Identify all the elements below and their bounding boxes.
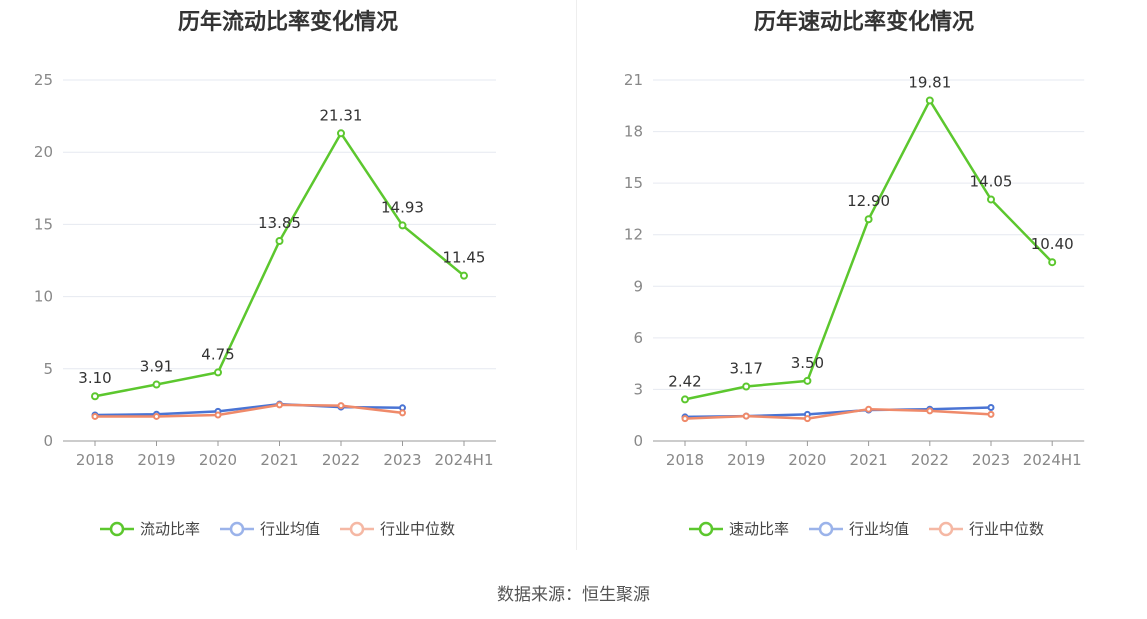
data-point [214,411,222,419]
legend-marker [938,521,954,537]
data-point [681,415,689,423]
data-point [803,376,812,385]
y-tick-label: 15 [624,174,643,192]
current-ratio-chart: 0 5 10 15 20 25 2018 2019 2020 2021 2022 2023 2024H1… [34,71,496,538]
y-tick-label: 0 [43,432,53,450]
legend-label: 流动比率 [140,520,200,538]
data-label: 14.93 [381,198,424,216]
legend-label: 行业均值 [849,520,909,538]
legend-item[interactable]: 行业中位数 [929,520,1044,538]
data-point [987,403,995,411]
data-point [803,415,811,423]
data-point [153,412,160,420]
data-label: 3.17 [729,360,762,378]
quick-ratio-panel: 历年速动比率变化情况 0 3 6 9 12 15 18 21 2018 2019 2020 2021 2… [576,0,1147,550]
y-tick-label: 18 [624,123,643,141]
x-tick-label: 2021 [850,451,888,469]
legend-label: 行业均值 [260,520,320,538]
legend-marker [698,521,714,537]
legend-item[interactable]: 行业中位数 [340,520,455,538]
data-point [91,392,99,401]
chart-title: 历年速动比率变化情况 [753,10,974,35]
series-line [684,407,992,420]
data-point [398,221,407,230]
legend-item[interactable]: 速动比率 [689,520,789,538]
y-tick-label: 21 [624,71,643,89]
data-point [91,412,99,420]
y-tick-label: 5 [43,360,53,378]
legend-label: 行业中位数 [380,520,455,538]
series-line [684,99,1054,401]
data-point [275,237,284,246]
x-tick-label: 2020 [788,451,826,469]
legend-item[interactable]: 流动比率 [100,520,200,538]
data-point [214,368,222,377]
series-line [95,403,403,418]
y-tick-label: 12 [624,226,643,244]
chart-title: 历年流动比率变化情况 [177,10,398,35]
x-tick-label: 2019 [727,451,765,469]
data-point [987,195,995,204]
x-tick-label: 2020 [199,451,237,469]
y-tick-label: 3 [633,380,643,398]
data-point [987,410,995,418]
data-point [742,412,750,420]
data-label: 3.50 [791,354,824,372]
panel-divider [576,0,577,550]
legend-item[interactable]: 行业均值 [220,520,320,538]
data-label: 14.05 [970,172,1013,190]
x-tick-label: 2022 [322,451,360,469]
data-point [864,215,873,224]
data-label: 12.90 [847,192,890,210]
legend-marker [818,521,834,537]
y-tick-label: 25 [34,71,53,89]
data-point [925,96,934,105]
x-tick-label: 2023 [972,451,1010,469]
data-point [865,405,873,413]
legend-item[interactable]: 行业均值 [809,520,909,538]
data-point [742,382,751,391]
data-point [926,407,934,415]
data-label: 13.85 [258,214,301,232]
y-tick-label: 10 [34,288,53,306]
data-point [337,402,345,410]
quick-ratio-chart: 0 3 6 9 12 15 18 21 2018 2019 2020 2021 2022 2023 2024… [624,71,1085,538]
data-source: 数据来源：恒生聚源 [497,585,650,605]
data-point [337,129,345,138]
data-label: 4.75 [201,345,234,363]
data-label: 10.40 [1031,235,1074,253]
data-label: 3.10 [78,369,111,387]
data-point [1048,258,1057,267]
x-tick-label: 2021 [260,451,298,469]
data-label: 11.45 [443,249,486,267]
legend-label: 速动比率 [729,520,789,538]
x-tick-label: 2019 [137,451,175,469]
y-tick-label: 15 [34,215,53,233]
y-tick-label: 20 [34,143,53,161]
data-point [681,395,689,404]
data-point [276,401,283,409]
y-tick-label: 6 [633,329,643,347]
y-tick-label: 0 [633,432,643,450]
current-ratio-panel: 历年流动比率变化情况 0 5 10 15 20 25 2018 2019 2020 2021 202… [0,0,576,550]
legend-marker [229,521,245,537]
data-label: 19.81 [908,73,951,91]
y-tick-label: 9 [633,277,643,295]
x-tick-label: 2023 [383,451,421,469]
x-tick-label: 2018 [76,451,114,469]
legend-label: 行业中位数 [969,520,1044,538]
x-tick-label: 2024H1 [1023,451,1082,469]
data-label: 21.31 [320,106,363,124]
data-point [460,271,468,280]
x-tick-label: 2022 [911,451,949,469]
legend-marker [349,521,365,537]
data-point [399,409,406,417]
legend-marker [109,521,125,537]
data-label: 3.91 [140,358,173,376]
x-tick-label: 2024H1 [435,451,494,469]
x-tick-label: 2018 [666,451,704,469]
data-point [152,380,161,389]
data-label: 2.42 [668,372,701,390]
